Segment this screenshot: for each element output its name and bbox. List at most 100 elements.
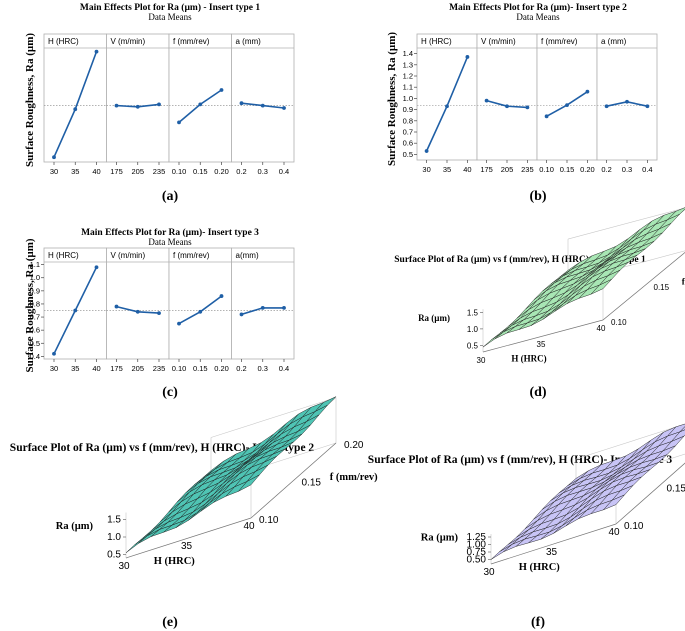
y-tick-label: 0.9 — [403, 105, 413, 114]
factor-panel: f (mm/rev) 0.10 0.15 0.20 — [168, 33, 232, 176]
surface-cell — [238, 474, 260, 492]
chart-title: Main Effects Plot for Ra (µm) - Insert t… — [80, 2, 260, 13]
surface-plot-f: Surface Plot of Ra (µm) vs f (mm/rev), H… — [368, 423, 685, 578]
x-tick-label: 40 — [597, 324, 606, 333]
data-point — [505, 104, 509, 109]
factor-name: V (m/min) — [111, 37, 146, 46]
factor-panel: H (HRC) 30 35 40 — [43, 247, 107, 373]
factor-panel: V (m/min) 175 205 235 — [106, 33, 170, 176]
x-tick-label: 30 — [422, 165, 430, 174]
data-point — [157, 311, 161, 316]
y-axis-line — [602, 252, 685, 321]
y-tick-label: 0.20 — [344, 440, 364, 451]
y-tick-label: 1.0 — [30, 273, 40, 282]
y-tick-label: 0.10 — [624, 521, 644, 532]
x-tick-label: 205 — [131, 167, 144, 176]
x-tick-label: 205 — [501, 165, 514, 174]
y-tick-label: 0.5 — [30, 339, 40, 348]
chart-title: Surface Plot of Ra (µm) vs f (mm/rev), H… — [368, 454, 673, 466]
factor-panel: a (mm) 0.2 0.3 0.4 — [596, 33, 658, 174]
y-tick-label: 1.1 — [30, 260, 40, 269]
data-point — [645, 104, 650, 109]
data-point — [114, 103, 119, 108]
factor-name: f (mm/rev) — [173, 251, 210, 260]
factor-name: V (m/min) — [481, 37, 516, 46]
y-tick-label: 1.2 — [403, 72, 413, 81]
surface-cell — [138, 529, 160, 544]
factor-name: H (HRC) — [421, 37, 452, 46]
x-tick-label: 40 — [463, 165, 471, 174]
factor-name: a (mm) — [601, 37, 627, 46]
surface-cell — [603, 494, 625, 511]
data-point — [585, 89, 590, 94]
caption-c: (c) — [162, 385, 178, 400]
z-tick-label: 0.75 — [467, 547, 487, 558]
y-tick-label: 1.3 — [403, 60, 413, 69]
x-tick-label: 0.15 — [560, 165, 575, 174]
factor-name: a(mm) — [236, 251, 259, 260]
x-tick-label: 0.20 — [214, 167, 229, 176]
y-tick-label: 0.6 — [403, 139, 413, 148]
y-axis-label: Surface Roughness, Ra (µm) — [24, 238, 36, 372]
x-tick-label: 35 — [181, 541, 193, 552]
z-tick-label: 1.0 — [107, 532, 121, 543]
x-tick-label: 30 — [483, 567, 495, 578]
surface-plot-d: Surface Plot of Ra (µm) vs f (mm/rev), H… — [394, 207, 685, 365]
surface-cell — [494, 326, 516, 340]
surface-cell — [590, 279, 612, 295]
factor-name: f (mm/rev) — [541, 37, 578, 46]
x-tick-label: 205 — [131, 364, 144, 373]
chart-subtitle: Data Means — [516, 12, 560, 22]
data-point — [135, 104, 140, 109]
y-tick-label: 1.4 — [403, 49, 413, 58]
factor-name: H (HRC) — [48, 251, 79, 260]
x-tick-label: 40 — [243, 521, 255, 532]
x-tick-label: 35 — [443, 165, 451, 174]
x-axis-line — [482, 319, 604, 353]
panel-frame — [106, 247, 170, 360]
panel-frame — [596, 33, 658, 161]
panel-frame — [106, 33, 170, 163]
panel-frame — [476, 33, 538, 161]
factor-name: H (HRC) — [48, 37, 79, 46]
x-tick-label: 0.4 — [642, 165, 652, 174]
data-point — [484, 98, 489, 103]
data-point — [445, 104, 449, 109]
y-axis-line — [250, 442, 337, 519]
panel-frame — [416, 33, 478, 161]
y-tick-label: 1.1 — [403, 83, 413, 92]
x-tick-label: 175 — [480, 165, 493, 174]
x-axis-line — [125, 517, 252, 559]
x-tick-label: 0.2 — [601, 165, 611, 174]
x-tick-label: 0.15 — [193, 167, 208, 176]
factor-panel: H (HRC) 30 35 40 — [416, 33, 478, 174]
y-axis-label: f (mm/rev) — [682, 277, 685, 287]
z-tick-label: 1.5 — [467, 308, 479, 317]
x-tick-label: 35 — [71, 364, 79, 373]
x-tick-label: 0.3 — [622, 165, 632, 174]
caption-a: (a) — [162, 189, 179, 204]
data-point — [625, 99, 629, 104]
caption-d: (d) — [529, 385, 546, 400]
factor-panel: V (m/min) 175 205 235 — [476, 33, 538, 174]
z-axis-label: Ra (µm) — [56, 521, 94, 532]
x-tick-label: 0.10 — [172, 364, 187, 373]
data-point — [544, 114, 549, 119]
x-tick-label: 0.4 — [279, 364, 289, 373]
data-point — [260, 103, 265, 108]
z-tick-label: 1.25 — [467, 532, 487, 543]
data-point — [465, 55, 470, 59]
y-tick-label: 0.8 — [403, 116, 413, 125]
x-tick-label: 40 — [92, 364, 100, 373]
main-effects-plot-a: Main Effects Plot for Ra (µm) - Insert t… — [24, 2, 295, 176]
x-tick-label: 0.2 — [236, 364, 246, 373]
data-point — [177, 321, 181, 326]
panel-frame — [231, 247, 295, 360]
z-axis-label: Ra (µm) — [421, 533, 459, 544]
panel-frame — [43, 247, 107, 360]
x-tick-label: 0.10 — [172, 167, 187, 176]
x-tick-label: 0.3 — [258, 167, 268, 176]
y-tick-label: 0.8 — [30, 299, 40, 308]
box-frame-edge — [567, 207, 685, 240]
